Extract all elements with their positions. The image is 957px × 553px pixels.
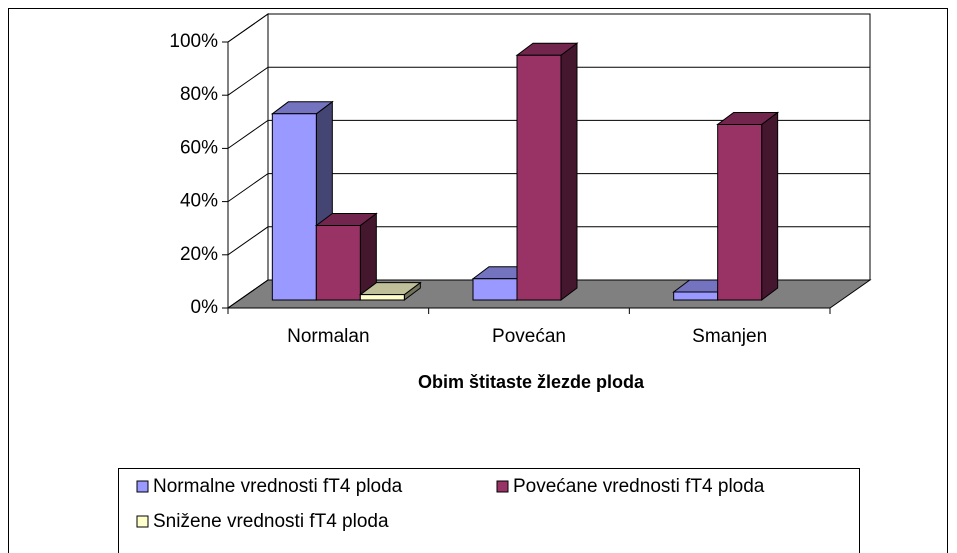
x-tick-label: Povećan [492, 326, 566, 347]
bar-side [560, 42, 578, 301]
bar [515, 42, 579, 301]
bar [358, 281, 422, 301]
grid-line [227, 66, 870, 96]
bar-front [315, 225, 361, 301]
y-tick-label: 20% [180, 244, 218, 265]
bar-front [673, 291, 719, 301]
y-tick-label: 40% [180, 191, 218, 212]
bar-front [359, 294, 405, 301]
grid-line [227, 226, 870, 256]
grid-line [227, 119, 870, 149]
legend-label: Snižene vrednosti fT4 ploda [153, 511, 389, 532]
y-tick-label: 60% [180, 137, 218, 158]
legend-swatch [496, 480, 509, 493]
legend-label: Normalne vrednosti fT4 ploda [153, 476, 403, 497]
y-tick-label: 80% [180, 84, 218, 105]
bar [314, 212, 378, 301]
bar-front [516, 54, 562, 301]
grid-line [227, 279, 870, 309]
side-wall [227, 13, 269, 309]
bar-front [472, 278, 518, 301]
legend-label: Povećane vrednosti fT4 ploda [513, 476, 765, 497]
legend-swatch [136, 480, 149, 493]
y-tick-label: 100% [169, 31, 218, 52]
bar-side [761, 111, 779, 301]
legend-swatch [136, 515, 149, 528]
bar-front [271, 113, 317, 301]
legend-box [118, 468, 860, 553]
y-tick-label: 0% [191, 297, 219, 318]
grid-line [227, 173, 870, 203]
x-tick-label: Normalan [287, 326, 369, 347]
bar-front [717, 123, 763, 301]
x-axis-title: Obim štitaste žlezde ploda [418, 372, 645, 392]
chart-frame [8, 8, 948, 553]
bar [716, 111, 780, 301]
x-tick-label: Smanjen [692, 326, 767, 347]
grid-line [227, 13, 870, 43]
